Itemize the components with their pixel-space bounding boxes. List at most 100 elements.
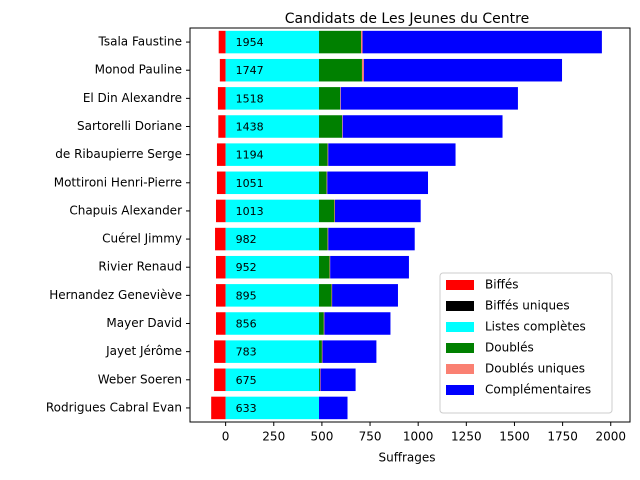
- total-label: 1051: [236, 177, 264, 190]
- total-label: 1954: [236, 36, 264, 49]
- bar-segment: [215, 199, 226, 223]
- bar-segment: [225, 312, 320, 335]
- legend-label: Doublés uniques: [485, 362, 585, 376]
- bar-segment: [319, 284, 332, 307]
- bar-segment: [218, 30, 226, 54]
- bar-segment: [332, 284, 398, 307]
- total-label: 1013: [236, 205, 264, 218]
- legend-label: Biffés uniques: [485, 299, 570, 313]
- bar-segment: [321, 340, 323, 363]
- bar-segment: [319, 227, 328, 251]
- bar-segment: [326, 171, 328, 195]
- total-label: 675: [236, 374, 257, 387]
- bar-segment: [319, 396, 348, 420]
- legend-swatch: [446, 364, 474, 374]
- bar-segment: [362, 30, 602, 54]
- bar-segment: [215, 312, 226, 335]
- legend-swatch: [446, 385, 474, 395]
- y-tick-label: de Ribaupierre Serge: [55, 147, 182, 161]
- bar-segment: [327, 227, 329, 251]
- bar-segment: [214, 340, 226, 363]
- bar-segment: [320, 368, 356, 392]
- bar-segment: [225, 227, 320, 251]
- bar-segment: [322, 340, 377, 363]
- bar-segment: [328, 227, 415, 251]
- x-tick-label: 1750: [547, 430, 578, 444]
- bar-segment: [225, 340, 320, 363]
- bar-segment: [360, 30, 363, 54]
- legend-box: [439, 272, 613, 414]
- bar-segment: [340, 87, 341, 110]
- bar-segment: [319, 368, 320, 392]
- bar-segment: [334, 199, 421, 223]
- y-tick-label: Chapuis Alexander: [69, 203, 182, 217]
- bar-segment: [225, 115, 320, 138]
- bar-segment: [225, 58, 320, 82]
- bar-segment: [225, 199, 320, 223]
- legend-swatch: [446, 301, 474, 311]
- total-label: 1438: [236, 121, 264, 134]
- bar-segment: [319, 368, 321, 392]
- bar-segment: [225, 143, 320, 166]
- total-label: 952: [236, 261, 257, 274]
- bar-segment: [363, 58, 563, 82]
- bar-segment: [219, 58, 226, 82]
- total-label: 1747: [236, 64, 264, 77]
- x-tick-label: 1000: [403, 430, 434, 444]
- bar-segment: [319, 199, 335, 223]
- bar-segment: [327, 143, 329, 166]
- bar-segment: [319, 340, 322, 363]
- bar-segment: [331, 284, 333, 307]
- y-tick-label: Jayet Jérôme: [105, 344, 182, 358]
- bar-segment: [319, 87, 341, 110]
- bar-segment: [342, 115, 503, 138]
- bar-segment: [329, 255, 331, 279]
- bar-segment: [225, 30, 320, 54]
- bar-segment: [217, 87, 226, 110]
- bar-segment: [319, 171, 327, 195]
- legend-swatch: [446, 322, 474, 332]
- bar-segment: [323, 312, 325, 335]
- bar-segment: [214, 368, 226, 392]
- legend-label: Biffés: [485, 278, 518, 292]
- bar-segment: [225, 284, 320, 307]
- y-tick-label: Weber Soeren: [98, 372, 182, 386]
- bar-segment: [319, 30, 361, 54]
- plot-frame: [189, 27, 631, 423]
- bar-segment: [342, 115, 343, 138]
- legend: Biffés Biffés uniques Listes complètes Doub…: [439, 272, 613, 414]
- total-label: 633: [236, 402, 257, 415]
- x-tick-label: 250: [262, 430, 285, 444]
- x-tick-label: 500: [310, 430, 333, 444]
- total-label: 783: [236, 346, 257, 359]
- bar-segment: [216, 171, 226, 195]
- x-tick-label: 750: [359, 430, 382, 444]
- y-tick-label: Rivier Renaud: [98, 260, 182, 274]
- y-tick-label: El Din Alexandre: [83, 91, 182, 105]
- x-axis-label: Suffrages: [378, 451, 435, 465]
- bar-segment: [324, 312, 391, 335]
- bar-segment: [225, 396, 320, 420]
- y-tick-label: Sartorelli Doriane: [77, 119, 182, 133]
- bar-segment: [330, 255, 409, 279]
- bar-segment: [225, 171, 320, 195]
- bar-segment: [215, 227, 226, 251]
- bar-segment: [218, 115, 226, 138]
- legend-label: Listes complètes: [485, 320, 586, 334]
- bar-segment: [319, 312, 324, 335]
- legend-swatch: [446, 343, 474, 353]
- bar-segment: [327, 171, 429, 195]
- chart-title: Candidats de Les Jeunes du Centre: [285, 11, 529, 27]
- y-tick-label: Mottironi Henri-Pierre: [54, 175, 182, 189]
- bar-segment: [319, 58, 362, 82]
- y-tick-label: Mayer David: [106, 316, 182, 330]
- y-tick-label: Monod Pauline: [95, 63, 182, 77]
- bar-segment: [361, 58, 364, 82]
- total-label: 856: [236, 318, 257, 331]
- bar-segment: [334, 199, 335, 223]
- y-tick-label: Hernandez Geneviève: [49, 288, 182, 302]
- y-tick-label: Rodrigues Cabral Evan: [46, 400, 182, 414]
- bar-segment: [215, 255, 226, 279]
- total-label: 982: [236, 233, 257, 246]
- legend-label: Complémentaires: [485, 383, 591, 397]
